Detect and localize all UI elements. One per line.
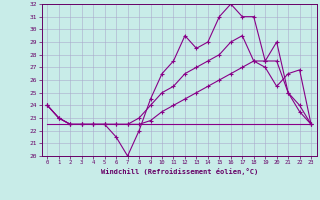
- X-axis label: Windchill (Refroidissement éolien,°C): Windchill (Refroidissement éolien,°C): [100, 168, 258, 175]
